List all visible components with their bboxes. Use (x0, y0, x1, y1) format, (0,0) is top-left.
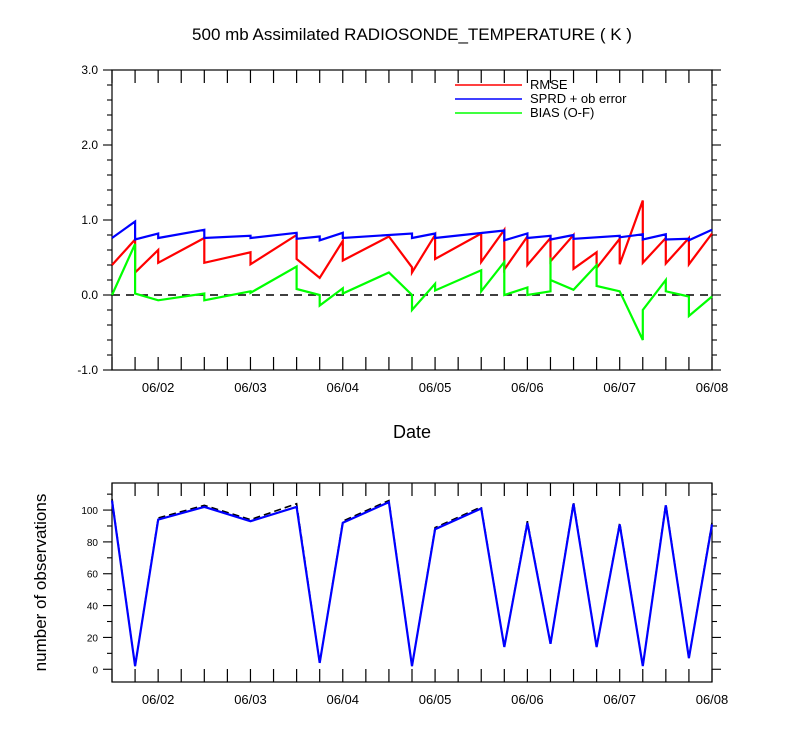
obs-series-assimilated (110, 500, 714, 667)
stats-y-tick-label: 2.0 (81, 138, 98, 152)
obs-x-tick-label: 06/05 (419, 692, 452, 707)
obs-y-axis-label: number of observations (31, 494, 50, 672)
obs-plot-frame (111, 482, 713, 683)
stats-x-tick-label: 06/03 (234, 380, 267, 395)
stats-x-axis-label: Date (393, 422, 431, 442)
obs-y-tick-label: 80 (87, 538, 99, 549)
stats-y-tick-label: 0.0 (81, 288, 98, 302)
stats-x-tick-label: 06/04 (326, 380, 359, 395)
obs-x-tick-label: 06/02 (142, 692, 175, 707)
stats-series-rmse (111, 200, 713, 280)
obs-y-tick-label: 20 (87, 633, 99, 644)
stats-legend-label: RMSE (530, 77, 568, 92)
obs-series-possible (111, 498, 713, 667)
stats-plot-frame (111, 69, 713, 371)
obs-x-tick-label: 06/03 (234, 692, 267, 707)
stats-chart-title: 500 mb Assimilated RADIOSONDE_TEMPERATUR… (192, 25, 632, 44)
obs-y-tick-label: 0 (92, 665, 98, 676)
stats-series-sprd-ob-error (111, 219, 713, 243)
stats-legend-label: SPRD + ob error (530, 91, 627, 106)
stats-y-tick-label: 1.0 (81, 213, 98, 227)
obs-x-tick-label: 06/04 (326, 692, 359, 707)
obs-y-tick-label: 60 (87, 570, 99, 581)
obs-y-tick-label: 100 (81, 506, 98, 517)
obs-x-tick-label: 06/07 (603, 692, 636, 707)
obs-y-tick-label: 40 (87, 602, 99, 613)
obs-x-tick-label: 06/06 (511, 692, 544, 707)
stats-x-tick-label: 06/07 (603, 380, 636, 395)
stats-y-tick-label: -1.0 (77, 363, 98, 377)
stats-x-tick-label: 06/06 (511, 380, 544, 395)
stats-legend-label: BIAS (O-F) (530, 105, 594, 120)
obs-x-tick-label: 06/08 (696, 692, 729, 707)
stats-x-tick-label: 06/02 (142, 380, 175, 395)
stats-x-tick-label: 06/08 (696, 380, 729, 395)
stats-series-bias-o-f (110, 243, 713, 341)
stats-y-tick-label: 3.0 (81, 63, 98, 77)
stats-x-tick-label: 06/05 (419, 380, 452, 395)
